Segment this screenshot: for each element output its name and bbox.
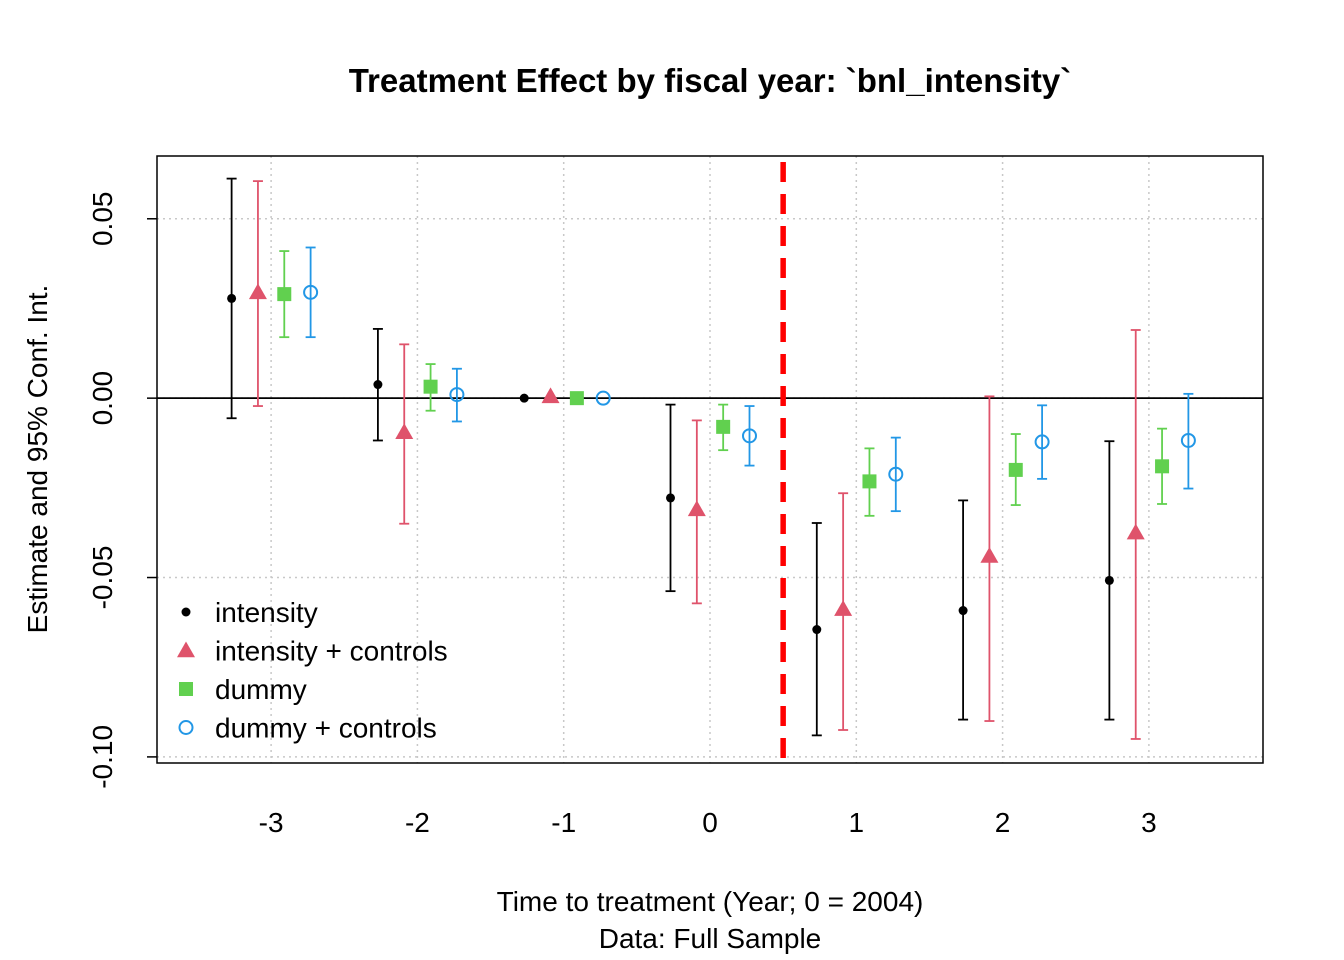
y-tick-label: -0.05 [87,546,118,610]
x-tick-label: -2 [405,807,430,838]
legend-marker [181,607,191,617]
legend-marker [178,720,194,735]
x-tick-label: 1 [849,807,865,838]
data-point [1008,462,1023,477]
legend-label: intensity [215,597,318,628]
data-point [423,379,438,394]
data-point [687,500,706,517]
data-point [742,428,757,444]
data-point [888,466,904,482]
data-point [303,284,319,300]
series-dummy [277,250,1170,517]
data-point [373,380,383,390]
data-point [519,393,529,403]
data-point [541,387,560,404]
x-tick-label: 0 [702,807,718,838]
grid-layer [157,156,1263,763]
data-point [716,419,731,434]
x-tick-label: 2 [995,807,1011,838]
y-tick-label: 0.00 [87,371,118,426]
data-point [666,493,675,503]
series-layer [226,177,1196,740]
x-axis-sublabel: Data: Full Sample [599,923,822,954]
data-point [812,625,822,635]
data-point [449,387,465,403]
data-point [569,391,584,406]
x-axis-label: Time to treatment (Year; 0 = 2004) [497,886,924,917]
legend-marker [177,641,195,658]
x-tick-label: 3 [1141,807,1157,838]
y-axis-label: Estimate and 95% Conf. Int. [22,285,53,634]
y-tick-label: -0.10 [87,725,118,789]
legend-marker [179,682,193,696]
data-point [1034,434,1050,450]
data-point [248,283,267,300]
series-dummy-controls [303,246,1196,513]
legend-label: dummy + controls [215,713,437,744]
legend-label: intensity + controls [215,636,448,667]
data-point [1126,523,1145,540]
data-point [395,423,414,439]
data-point [595,390,611,406]
series-intensity-controls [248,180,1145,740]
data-point [1155,459,1170,474]
data-point [980,547,999,563]
data-point [1104,575,1114,585]
legend-label: dummy [215,674,307,705]
y-tick-label: 0.05 [87,192,118,247]
y-axis-ticks: -0.10 -0.05 0.00 0.05 [87,192,157,789]
data-point [227,293,237,303]
x-axis-ticks: -3 -2 -1 0 1 2 3 [259,807,1157,838]
data-point [834,600,853,616]
data-point [277,287,292,302]
plot-frame [156,155,1264,764]
series-intensity [226,177,1115,737]
data-point [1180,432,1196,448]
data-point [862,474,877,489]
data-point [958,606,968,616]
x-tick-label: -3 [259,807,284,838]
legend: intensity intensity + controls dummy dummy … [177,597,448,744]
x-tick-label: -1 [551,807,576,838]
chart-title: Treatment Effect by fiscal year: `bnl_in… [349,62,1072,99]
